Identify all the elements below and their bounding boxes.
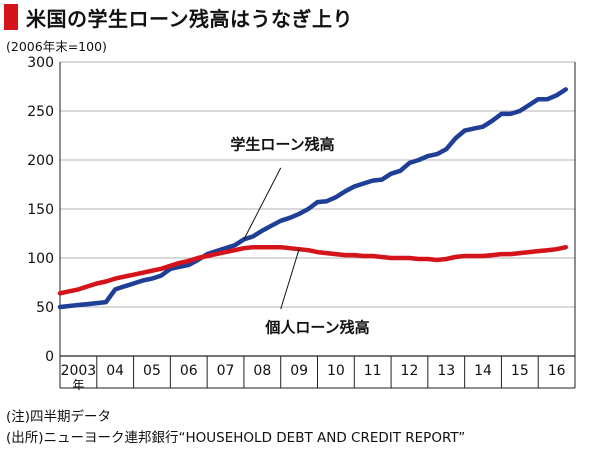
- source-text: (出所)ニューヨーク連邦銀行“HOUSEHOLD DEBT AND CREDIT…: [6, 430, 466, 446]
- personal-loan-leader-line: [280, 249, 300, 310]
- y-tick-label: 300: [27, 55, 54, 71]
- student-loan-label: 学生ローン残高: [230, 135, 334, 153]
- y-tick-label: 0: [45, 349, 54, 365]
- x-tick-label: 16: [548, 363, 566, 379]
- x-tick-label: 06: [180, 363, 198, 379]
- y-tick-label: 50: [36, 300, 54, 316]
- x-tick-label: 14: [474, 363, 492, 379]
- chart-title: 米国の学生ローン残高はうなぎ上り: [26, 6, 353, 31]
- title-accent-mark: [4, 4, 18, 30]
- y-tick-label: 100: [27, 251, 54, 267]
- x-tick-label: 2003: [61, 363, 97, 379]
- x-tick-label: 05: [143, 363, 161, 379]
- x-tick-label: 04: [106, 363, 124, 379]
- title-bar: 米国の学生ローン残高はうなぎ上り: [4, 4, 353, 31]
- x-tick-label: 13: [437, 363, 455, 379]
- x-tick-label: 15: [511, 363, 529, 379]
- x-tick-label: 08: [253, 363, 271, 379]
- personal-loan-label: 個人ローン残高: [264, 319, 369, 337]
- y-tick-label: 150: [27, 202, 54, 218]
- x-tick-sublabel: 年: [72, 378, 84, 392]
- x-tick-label: 12: [401, 363, 419, 379]
- y-axis-unit-label: (2006年末=100): [6, 39, 107, 54]
- y-tick-label: 250: [27, 104, 54, 120]
- student-loan-leader-line: [243, 167, 282, 240]
- x-tick-label: 09: [290, 363, 308, 379]
- personal-loan-series-line: [57, 244, 569, 296]
- note-text: (注)四半期データ: [6, 409, 112, 425]
- student-loan-series-line: [57, 87, 569, 310]
- x-tick-label: 10: [327, 363, 345, 379]
- x-tick-label: 07: [217, 363, 235, 379]
- x-tick-label: 11: [364, 363, 382, 379]
- y-tick-label: 200: [27, 153, 54, 169]
